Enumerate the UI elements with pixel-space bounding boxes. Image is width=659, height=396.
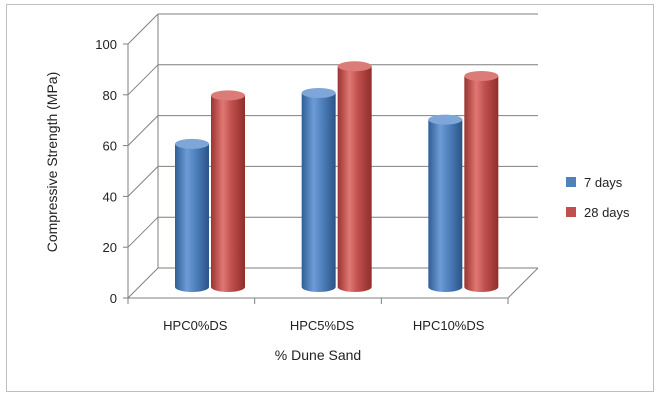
y-tick-label: 40	[103, 189, 117, 204]
bar-body	[337, 66, 372, 293]
y-tick-label: 20	[103, 240, 117, 255]
legend-swatch	[566, 177, 576, 187]
bar-body	[175, 143, 209, 292]
bar-top	[428, 114, 463, 125]
y-tick-label: 0	[110, 291, 117, 306]
gridline-diag-60	[127, 115, 159, 146]
bar-top	[211, 90, 245, 101]
y-tick-label: 60	[103, 139, 117, 154]
y-axis-title: Compressive Strength (MPa)	[44, 72, 60, 253]
gridline-diag-0	[127, 267, 159, 299]
bar-7-days-HPC5%DS	[301, 87, 336, 292]
bar-28-days-HPC0%DS	[211, 90, 245, 293]
y-axis-ticks: 0 20 40 60 80 100	[95, 37, 117, 306]
x-axis-title: % Dune Sand	[275, 347, 361, 363]
y-tick-label: 100	[95, 37, 117, 52]
bar-body	[301, 92, 336, 292]
x-axis-categories: HPC0%DS HPC5%DS HPC10%DS	[127, 298, 509, 333]
gridline-diag-80	[127, 64, 159, 96]
bar-top	[337, 61, 372, 72]
bar-top	[301, 87, 336, 98]
bar-body	[464, 75, 499, 292]
legend-label: 7 days	[584, 175, 623, 190]
x-category-label: HPC5%DS	[290, 318, 355, 333]
bar-body	[211, 95, 245, 293]
floor-right-edge	[507, 267, 539, 299]
bar-7-days-HPC0%DS	[175, 138, 209, 292]
bar-top	[175, 138, 209, 149]
gridline-diag-40	[127, 166, 159, 197]
bar-28-days-HPC5%DS	[337, 61, 372, 293]
gridline-diag-100	[127, 13, 159, 45]
bars	[175, 61, 499, 293]
bar-7-days-HPC10%DS	[428, 114, 463, 292]
x-category-label: HPC0%DS	[163, 318, 228, 333]
legend-swatch	[566, 207, 576, 217]
legend: 7 days 28 days	[566, 175, 630, 220]
bar-body	[428, 119, 463, 292]
gridline-diag-20	[127, 216, 159, 248]
legend-label: 28 days	[584, 205, 630, 220]
bar-28-days-HPC10%DS	[464, 70, 499, 292]
chart-walls	[127, 14, 539, 299]
y-tick-label: 80	[103, 88, 117, 103]
bar-top	[464, 70, 499, 81]
x-category-label: HPC10%DS	[413, 318, 485, 333]
